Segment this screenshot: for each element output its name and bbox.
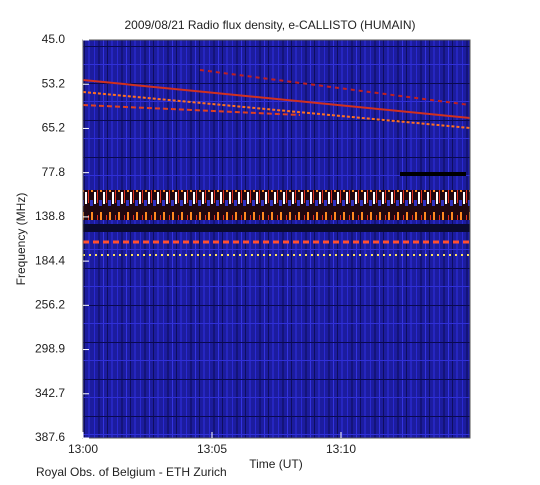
y-tick-label: 298.9 bbox=[35, 342, 65, 356]
y-tick-label: 53.2 bbox=[42, 76, 66, 90]
y-tick-label: 77.8 bbox=[42, 165, 66, 179]
y-tick-label: 256.2 bbox=[35, 298, 65, 312]
drift-bursts bbox=[82, 69, 471, 129]
chart-title: 2009/08/21 Radio flux density, e-CALLIST… bbox=[124, 18, 415, 32]
y-tick-label: 138.8 bbox=[35, 209, 65, 223]
dark-band bbox=[400, 172, 466, 176]
y-axis-label: Frequency (MHz) bbox=[14, 193, 28, 286]
x-tick-label: 13:05 bbox=[197, 442, 227, 456]
spectrogram-background bbox=[83, 40, 470, 438]
y-tick-label: 184.4 bbox=[35, 253, 65, 267]
x-tick-label: 13:00 bbox=[68, 442, 98, 456]
y-tick-label: 65.2 bbox=[42, 121, 66, 135]
burst-band bbox=[83, 190, 470, 220]
credit: Royal Obs. of Belgium - ETH Zurich bbox=[36, 465, 227, 479]
plot-frame bbox=[82, 39, 471, 439]
y-tick-label: 45.0 bbox=[42, 32, 66, 46]
x-axis-label: Time (UT) bbox=[249, 457, 303, 471]
x-tick-label: 13:10 bbox=[326, 442, 356, 456]
y-tick-label: 387.6 bbox=[35, 430, 65, 444]
y-tick-label: 342.7 bbox=[35, 386, 65, 400]
dark-band bbox=[83, 224, 470, 232]
spectrogram bbox=[82, 40, 471, 438]
